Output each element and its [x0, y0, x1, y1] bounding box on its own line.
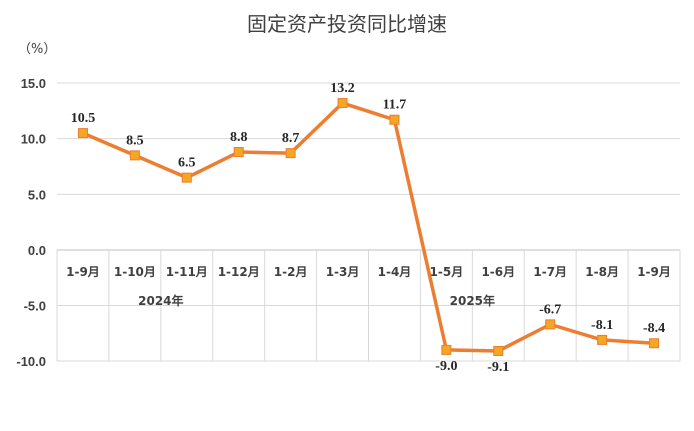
x-tick-label: 1-7月 [533, 265, 567, 279]
data-label: 13.2 [330, 81, 355, 96]
x-tick-label: 1-11月 [166, 265, 208, 279]
data-label: 8.8 [230, 130, 248, 145]
y-tick-label: 10.0 [21, 132, 46, 147]
y-tick-label: 0.0 [28, 243, 46, 258]
y-tick-label: 15.0 [21, 76, 46, 91]
data-label: -8.4 [643, 321, 665, 336]
y-unit-label: （%） [18, 42, 56, 57]
x-tick-label: 1-9月 [66, 265, 100, 279]
x-tick-label: 1-6月 [481, 265, 515, 279]
y-tick-label: 5.0 [28, 187, 46, 202]
data-point-marker [285, 148, 296, 159]
x-axis-ticks: 1-9月 1-10月 1-11月 1-12月 1-2月 1-3月 1-4月 1-5月 1-6月 1… [66, 265, 671, 279]
chart-title: 固定资产投资同比增速 [247, 12, 447, 36]
data-point-marker [545, 319, 556, 330]
data-point-marker [233, 147, 244, 158]
x-tick-label: 1-8月 [585, 265, 619, 279]
data-point-marker [649, 338, 660, 349]
data-label: 8.7 [282, 131, 300, 146]
x-tick-label: 1-4月 [378, 265, 412, 279]
x-tick-label: 1-12月 [218, 265, 260, 279]
y-tick-label: -10.0 [16, 354, 46, 369]
data-point-marker [129, 150, 140, 161]
series-line [81, 101, 656, 353]
year-label: 2025年 [450, 293, 495, 308]
x-tick-label: 1-10月 [114, 265, 156, 279]
gridlines [56, 82, 681, 362]
x-tick-label: 1-9月 [637, 265, 671, 279]
data-point-marker [389, 114, 400, 125]
data-point-marker [337, 98, 348, 109]
x-tick-label: 1-5月 [430, 265, 464, 279]
data-label: -8.1 [591, 318, 613, 333]
data-point-marker [77, 128, 88, 139]
data-label: 11.7 [383, 98, 407, 113]
x-tick-label: 1-3月 [326, 265, 360, 279]
data-label: 10.5 [71, 111, 96, 126]
y-tick-label: -5.0 [24, 299, 46, 314]
data-label: -9.0 [435, 359, 457, 374]
year-label: 2024年 [138, 293, 183, 308]
series-group [77, 98, 660, 357]
y-axis-ticks: 15.0 10.0 5.0 0.0 -5.0 -10.0 [16, 76, 46, 369]
data-point-marker [597, 334, 608, 345]
data-point-marker [181, 172, 192, 183]
data-label: 6.5 [178, 156, 196, 171]
data-label: -6.7 [539, 302, 561, 317]
data-point-marker [493, 346, 504, 357]
x-tick-label: 1-2月 [274, 265, 308, 279]
data-labels: 10.5 8.5 6.5 8.8 8.7 13.2 11.7 -9.0 -9.1 -6.7 -8.1… [71, 81, 665, 375]
data-label: -9.1 [487, 360, 509, 375]
data-label: 8.5 [126, 133, 144, 148]
year-labels: 2024年 2025年 [138, 293, 495, 308]
data-point-marker [441, 344, 452, 355]
